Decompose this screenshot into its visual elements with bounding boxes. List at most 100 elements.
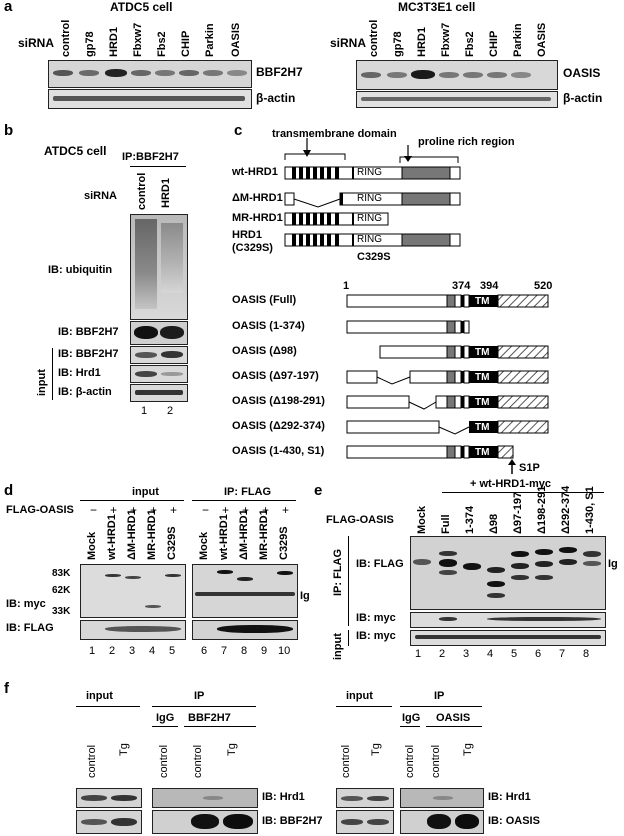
f-left-ip-hrd1-blot [152, 788, 258, 808]
e-header: + wt-HRD1-myc [470, 478, 551, 490]
e-lane-number: 1 [415, 648, 422, 660]
lane-label: control [404, 744, 416, 778]
c-tm-box-label: TM [475, 447, 490, 458]
d-ip-label: IP: FLAG [224, 486, 272, 498]
lane-label: wt-HRD1 [218, 514, 230, 560]
d-sign: + [150, 503, 158, 517]
b-blot-label-bbf2h7: IB: BBF2H7 [58, 326, 119, 338]
f-left-igg-label: IgG [156, 712, 175, 724]
f-left-input-hrd1-blot [76, 788, 142, 808]
lane-label: Δ198-291 [536, 485, 548, 534]
c-oasis-label: OASIS (Δ97-197) [232, 370, 319, 382]
d-sign: + [170, 503, 178, 517]
c-hrd1-label: MR-HRD1 [232, 212, 283, 224]
lane-label: ΔM-HRD1 [238, 509, 250, 560]
c-ring-label: RING [357, 234, 382, 245]
e-header-line [442, 492, 604, 493]
e-lane-number: 4 [487, 648, 494, 660]
b-blot-label-input-bbf2h7: IB: BBF2H7 [58, 348, 119, 360]
lane-label: control [158, 744, 170, 778]
d-input-flag-blot [80, 620, 186, 640]
e-blot-label-flag: IB: FLAG [356, 558, 404, 570]
c-tm-label: transmembrane domain [272, 128, 397, 140]
c-ring-label: RING [357, 213, 382, 224]
d-blot-label-flag: IB: FLAG [6, 622, 54, 634]
d-lane-number: 7 [221, 645, 228, 657]
c-oasis-label: OASIS (Full) [232, 294, 297, 306]
lane-label: Δ292-374 [560, 485, 572, 534]
c-hrd1-label: ΔM-HRD1 [232, 192, 283, 204]
panel-label-d: d [4, 482, 14, 499]
c-ring-label: RING [357, 193, 382, 204]
c-oasis-label: OASIS (Δ292-374) [232, 420, 325, 432]
b-sirna-label: siRNA [84, 190, 118, 202]
f-left-input-line [76, 706, 140, 707]
d-ip-myc-blot [192, 564, 298, 618]
lane-label: Mock [86, 531, 98, 560]
d-ig-label: Ig [300, 590, 310, 602]
e-lane-number: 5 [511, 648, 518, 660]
d-sign: + [262, 503, 270, 517]
f-right-igg-label: IgG [402, 712, 421, 724]
f-right-input-label: input [346, 690, 373, 702]
f-left-ip-line [152, 706, 256, 707]
d-lane-number: 4 [149, 645, 156, 657]
d-ip-flag-blot [192, 620, 298, 640]
f-right-ip-label: IP [434, 690, 445, 702]
f-right-input-hrd1-blot [336, 788, 394, 808]
d-input-myc-blot [80, 564, 186, 618]
d-ip-line [192, 500, 296, 501]
e-ig-label: Ig [608, 558, 618, 570]
d-blot-label-myc: IB: myc [6, 598, 46, 610]
c-ring-label: RING [357, 167, 382, 178]
c-position-374: 374 [452, 280, 471, 292]
d-lane-number: 1 [89, 645, 96, 657]
a-left-actin-blot [48, 89, 252, 109]
b-blot-label-hrd1: IB: Hrd1 [58, 367, 101, 379]
e-ip-myc-blot [410, 612, 606, 628]
lane-label: Δ98 [488, 513, 500, 534]
panel-label-f: f [4, 680, 9, 697]
a-left-bbf2h7-blot [48, 60, 252, 88]
f-right-blot-label-oasis: IB: OASIS [488, 815, 540, 827]
lane-label: 1-430, S1 [584, 486, 596, 534]
e-lane-number: 8 [583, 648, 590, 660]
e-blot-label-myc-ip: IB: myc [356, 612, 396, 624]
e-lane-number: 7 [559, 648, 566, 660]
lane-label: C329S [278, 526, 290, 560]
e-lane-number: 6 [535, 648, 542, 660]
f-right-ip-oasis-blot [400, 810, 484, 834]
b-bbf2h7-ip-blot [130, 321, 188, 345]
c-position-520: 520 [534, 280, 553, 292]
panel-label-a: a [4, 0, 13, 15]
b-ip-line [130, 166, 186, 167]
f-right-blot-label-hrd1: IB: Hrd1 [488, 791, 531, 803]
a-left-cell-title: ATDC5 cell [110, 0, 173, 14]
f-left-blot-label-hrd1: IB: Hrd1 [262, 791, 305, 803]
e-lane-number: 3 [463, 648, 470, 660]
d-lane-number: 3 [129, 645, 136, 657]
lane-label: control [192, 744, 204, 778]
c-oasis-label: OASIS (Δ98) [232, 345, 297, 357]
lane-label: Mock [198, 531, 210, 560]
d-lane-number: 8 [241, 645, 248, 657]
b-blot-label-ubiquitin: IB: ubiquitin [48, 264, 113, 276]
e-input-label: input [332, 633, 344, 660]
b-cell-title: ATDC5 cell [44, 144, 107, 158]
a-right-actin-blot [356, 91, 558, 108]
e-ip-bracket [348, 536, 349, 626]
e-input-bracket [348, 630, 349, 646]
c-hrd1-label: wt-HRD1 [232, 166, 278, 178]
b-actin-blot [130, 384, 188, 402]
d-flag-oasis-label: FLAG-OASIS [6, 504, 74, 516]
f-right-igg-line [400, 726, 420, 727]
b-lane-number: 1 [141, 405, 148, 417]
panel-label-b: b [4, 122, 14, 139]
c-position-1: 1 [343, 280, 350, 292]
b-ip-label: IP:BBF2H7 [122, 151, 179, 163]
d-sign: + [282, 503, 290, 517]
a-right-blot-label-2: β-actin [563, 91, 603, 105]
d-input-line [80, 500, 184, 501]
lane-label: Tg [118, 743, 130, 756]
